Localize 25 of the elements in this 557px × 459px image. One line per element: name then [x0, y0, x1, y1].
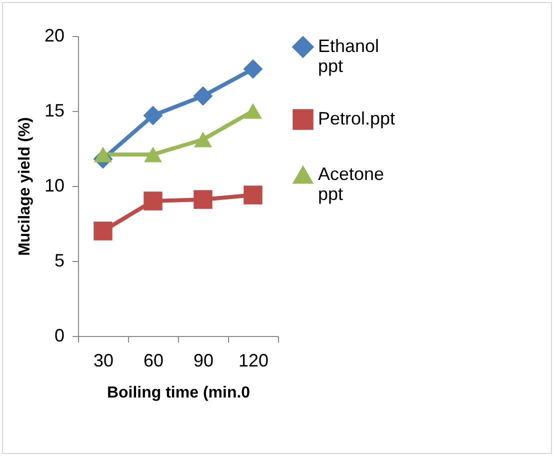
legend-label: Acetone ppt [318, 164, 384, 204]
y-tick-label: 15 [44, 100, 64, 120]
x-tick-label: 90 [193, 350, 214, 370]
point [194, 190, 212, 209]
legend-label: Petrol.ppt [318, 108, 396, 128]
y-tick-label: 5 [54, 250, 64, 270]
point [194, 132, 212, 148]
y-tick-label: 10 [44, 176, 64, 196]
point [143, 106, 163, 126]
point [94, 146, 112, 162]
legend-label: Ethanol ppt [318, 36, 380, 76]
x-axis-title: Boiling time (min.0 [106, 384, 250, 402]
y-axis-title: Mucilage yield (%) [16, 117, 34, 256]
point [244, 186, 262, 204]
point [243, 59, 263, 79]
x-tick-label: 30 [93, 350, 114, 370]
y-tick-label: 0 [54, 326, 64, 346]
x-tick-label: 120 [238, 350, 269, 370]
point [94, 222, 112, 240]
point [193, 86, 213, 106]
point [144, 146, 162, 162]
point [144, 192, 162, 210]
point [244, 103, 262, 119]
y-tick-label: 20 [44, 26, 64, 46]
x-tick-label: 60 [143, 350, 164, 370]
